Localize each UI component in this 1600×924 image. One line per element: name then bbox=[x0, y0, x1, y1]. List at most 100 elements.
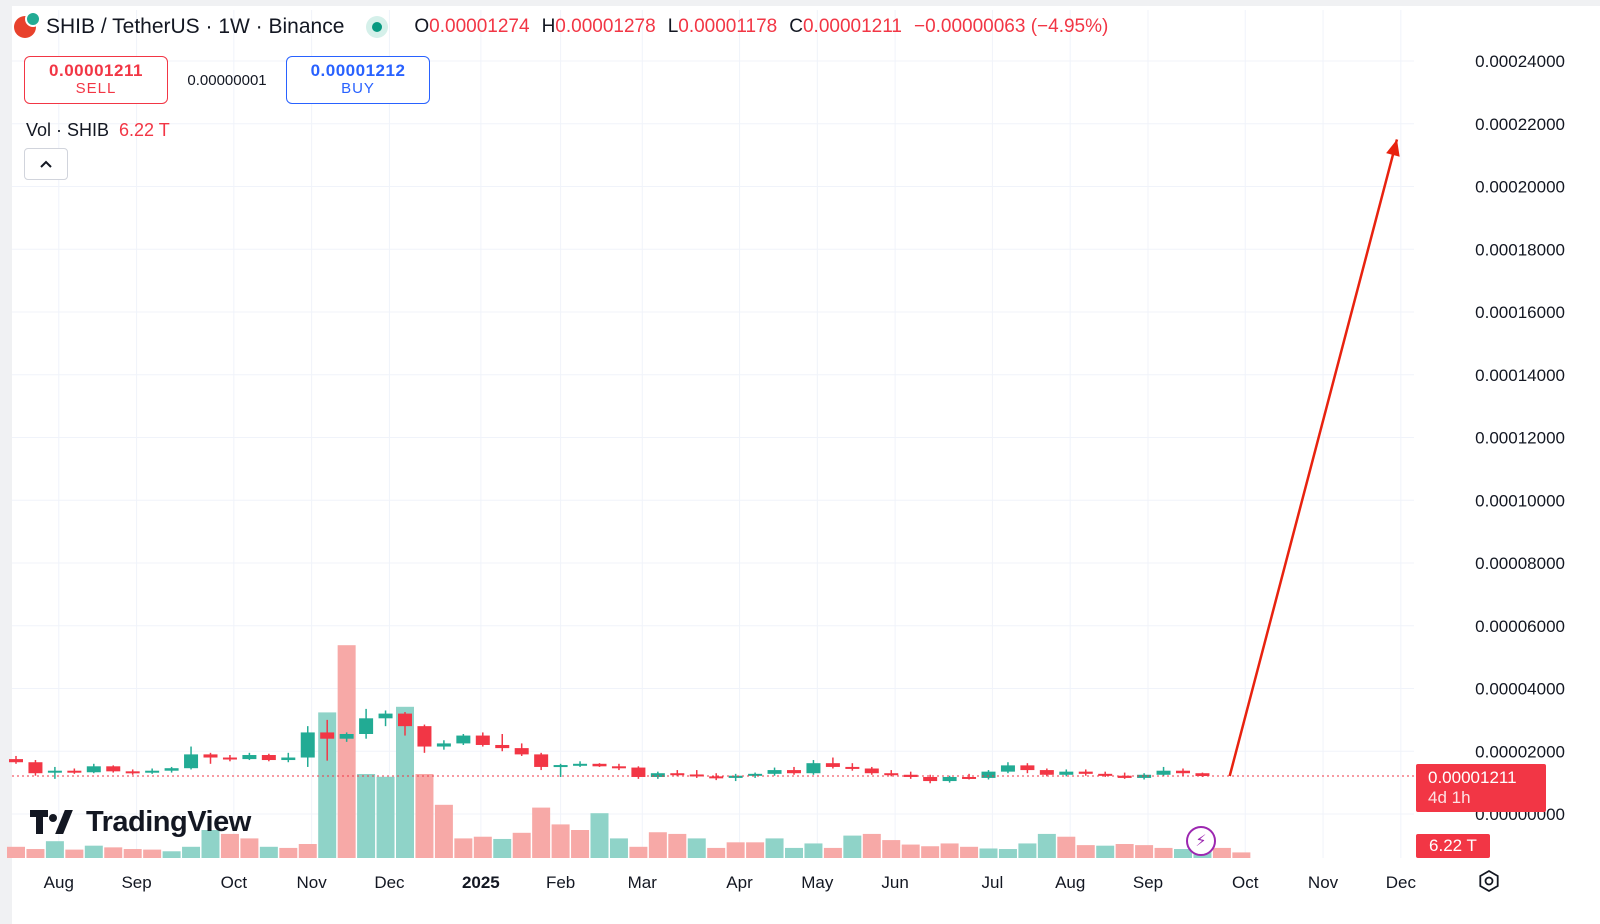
x-axis-label: Sep bbox=[1133, 873, 1163, 892]
volume-bar bbox=[45, 841, 64, 858]
lightning-icon[interactable]: ⚡ bbox=[1186, 826, 1216, 856]
candle-body bbox=[670, 773, 685, 776]
y-axis-label: 0.00008000 bbox=[1475, 554, 1565, 573]
last-price-value: 0.00001211 bbox=[1428, 768, 1517, 787]
candle-body bbox=[611, 766, 626, 769]
candle-body bbox=[242, 755, 257, 760]
tradingview-mark-icon bbox=[30, 809, 76, 836]
candle-body bbox=[962, 776, 977, 779]
collapse-legend-button[interactable] bbox=[24, 148, 68, 180]
volume-bar bbox=[571, 830, 590, 858]
candle-body bbox=[164, 768, 179, 771]
buy-label: BUY bbox=[341, 80, 375, 98]
y-axis-label: 0.00002000 bbox=[1475, 742, 1565, 761]
x-axis-label: Dec bbox=[374, 873, 405, 892]
sell-button[interactable]: 0.00001211 SELL bbox=[24, 56, 168, 104]
volume-bar bbox=[512, 832, 531, 858]
candle-body bbox=[436, 743, 451, 747]
buy-button[interactable]: 0.00001212 BUY bbox=[286, 56, 430, 104]
x-axis-label: Jun bbox=[881, 873, 908, 892]
candle-body bbox=[650, 773, 665, 777]
volume-bar bbox=[26, 849, 45, 858]
candle-body bbox=[495, 744, 510, 749]
volume-bar bbox=[220, 833, 239, 858]
candle-body bbox=[86, 766, 101, 773]
candle-body bbox=[320, 732, 335, 739]
candle-body bbox=[514, 748, 529, 755]
x-axis-label: Nov bbox=[1308, 873, 1339, 892]
candle-body bbox=[1039, 770, 1054, 775]
volume-legend-value: 6.22 T bbox=[119, 120, 170, 140]
volume-bar bbox=[182, 846, 201, 858]
candle-body bbox=[261, 755, 276, 761]
volume-bar bbox=[104, 847, 123, 858]
candle-body bbox=[845, 766, 860, 769]
volume-legend[interactable]: Vol · SHIB 6.22 T bbox=[26, 120, 170, 141]
low-label: L bbox=[667, 16, 679, 37]
close-label: C bbox=[789, 16, 803, 37]
volume-bar bbox=[1135, 845, 1154, 858]
volume-bar bbox=[415, 774, 434, 858]
x-axis-label: Apr bbox=[726, 873, 753, 892]
chevron-up-icon bbox=[40, 160, 52, 168]
ohlc-values: O0.00001274 H0.00001278 L0.00001178 C0.0… bbox=[414, 16, 1108, 38]
volume-bar bbox=[765, 838, 784, 858]
sell-price: 0.00001211 bbox=[49, 61, 143, 81]
candle-body bbox=[1117, 775, 1132, 778]
volume-bar bbox=[1212, 847, 1231, 858]
x-axis-label: May bbox=[801, 873, 834, 892]
candle-body bbox=[203, 754, 218, 758]
candle-body bbox=[825, 763, 840, 767]
candle-body bbox=[417, 726, 432, 747]
volume-bar bbox=[123, 849, 142, 858]
candle-body bbox=[981, 771, 996, 778]
volume-bar bbox=[1232, 852, 1251, 858]
x-axis-label: Mar bbox=[628, 873, 658, 892]
candle-body bbox=[748, 773, 763, 776]
candle-body bbox=[1000, 765, 1015, 772]
settings-gear-icon[interactable] bbox=[1476, 868, 1502, 894]
x-axis-label: Feb bbox=[546, 873, 575, 892]
candle-body bbox=[884, 773, 899, 776]
volume-bar bbox=[551, 824, 570, 858]
candle-body bbox=[767, 770, 782, 774]
candle-body bbox=[923, 776, 938, 782]
candle-body bbox=[106, 766, 121, 772]
high-value: 0.00001278 bbox=[555, 16, 656, 37]
candle-body bbox=[864, 768, 879, 774]
y-axis-label: 0.00014000 bbox=[1475, 366, 1565, 385]
x-axis-label: 2025 bbox=[462, 873, 500, 892]
y-axis-label: 0.00024000 bbox=[1475, 52, 1565, 71]
low-value: 0.00001178 bbox=[678, 16, 778, 37]
volume-bar bbox=[843, 835, 862, 858]
volume-bar bbox=[629, 846, 648, 858]
volume-bar bbox=[707, 847, 726, 858]
volume-bar bbox=[785, 847, 803, 858]
volume-bar bbox=[1174, 849, 1192, 858]
volume-bar bbox=[162, 851, 181, 858]
candle-body bbox=[1078, 771, 1093, 774]
volume-bar bbox=[590, 813, 609, 858]
x-axis-label: Aug bbox=[1055, 873, 1085, 892]
x-axis-label: Oct bbox=[1232, 873, 1259, 892]
y-axis-label: 0.00012000 bbox=[1475, 429, 1565, 448]
candle-body bbox=[1137, 774, 1152, 778]
x-axis-label: Sep bbox=[121, 873, 151, 892]
volume-bar bbox=[259, 846, 278, 858]
volume-bar bbox=[532, 807, 551, 858]
volume-bar bbox=[921, 846, 940, 858]
candle-body bbox=[281, 757, 296, 761]
volume-bar bbox=[201, 830, 220, 858]
candle-body bbox=[47, 770, 62, 773]
candle-body bbox=[145, 770, 160, 773]
shib-logo-icon bbox=[14, 11, 41, 38]
candle-body bbox=[573, 763, 588, 766]
volume-bar bbox=[1096, 845, 1115, 858]
symbol-title[interactable]: SHIB / TetherUS · 1W · Binance bbox=[46, 15, 345, 38]
candle-body bbox=[631, 767, 646, 777]
candle-body bbox=[1059, 771, 1074, 775]
tradingview-logo[interactable]: TradingView bbox=[30, 806, 251, 839]
volume-bar bbox=[376, 776, 395, 858]
candle-body bbox=[1176, 770, 1190, 774]
